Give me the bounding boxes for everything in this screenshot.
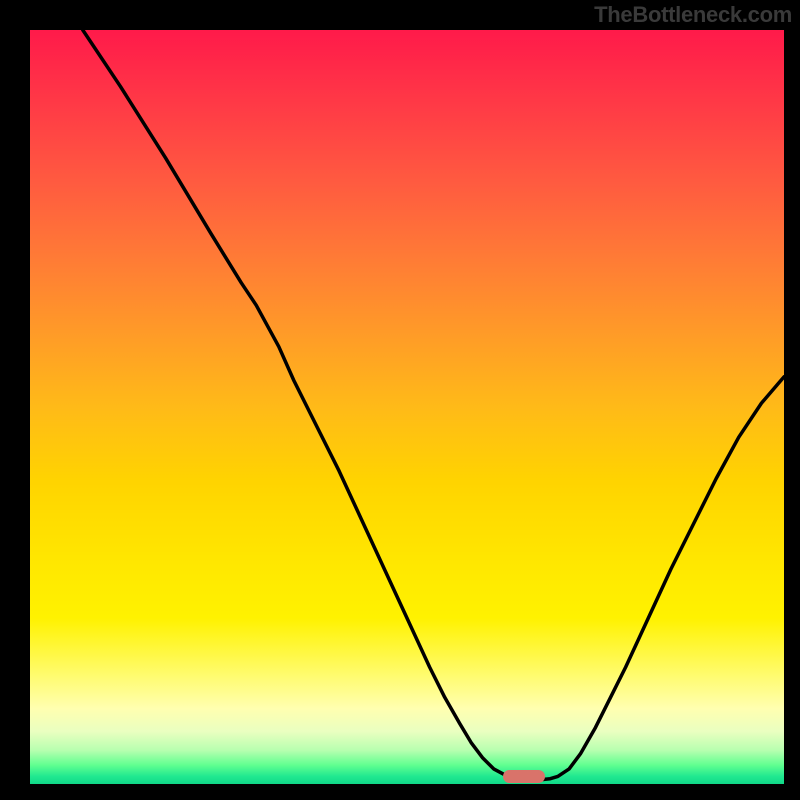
watermark-text: TheBottleneck.com — [594, 2, 792, 28]
optimal-point-marker — [503, 770, 545, 783]
stage-root: TheBottleneck.com — [0, 0, 800, 800]
chart-plot-area — [30, 30, 784, 784]
bottleneck-curve — [30, 30, 784, 784]
